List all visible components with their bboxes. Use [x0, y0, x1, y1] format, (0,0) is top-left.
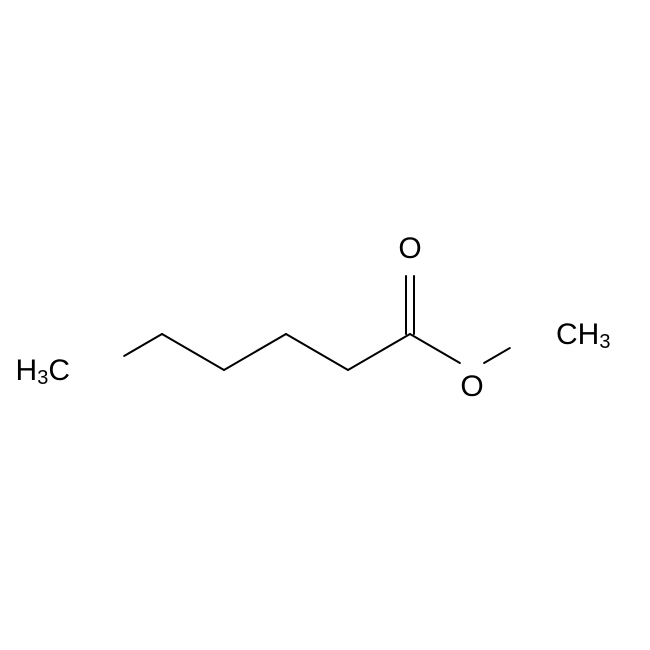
bond [410, 334, 460, 363]
bond [124, 334, 162, 356]
atom-label-right_ch3: CH3 [556, 318, 610, 353]
atom-label-dbl_o: O [398, 232, 421, 265]
chemical-structure: H3C O O CH3 [0, 0, 650, 650]
bond [286, 334, 348, 370]
atom-label-left_ch3: H3C [16, 354, 70, 389]
atom-label-single_o: O [460, 370, 483, 403]
bond [348, 334, 410, 370]
bond [224, 334, 286, 370]
bond [484, 348, 510, 363]
bond [162, 334, 224, 370]
